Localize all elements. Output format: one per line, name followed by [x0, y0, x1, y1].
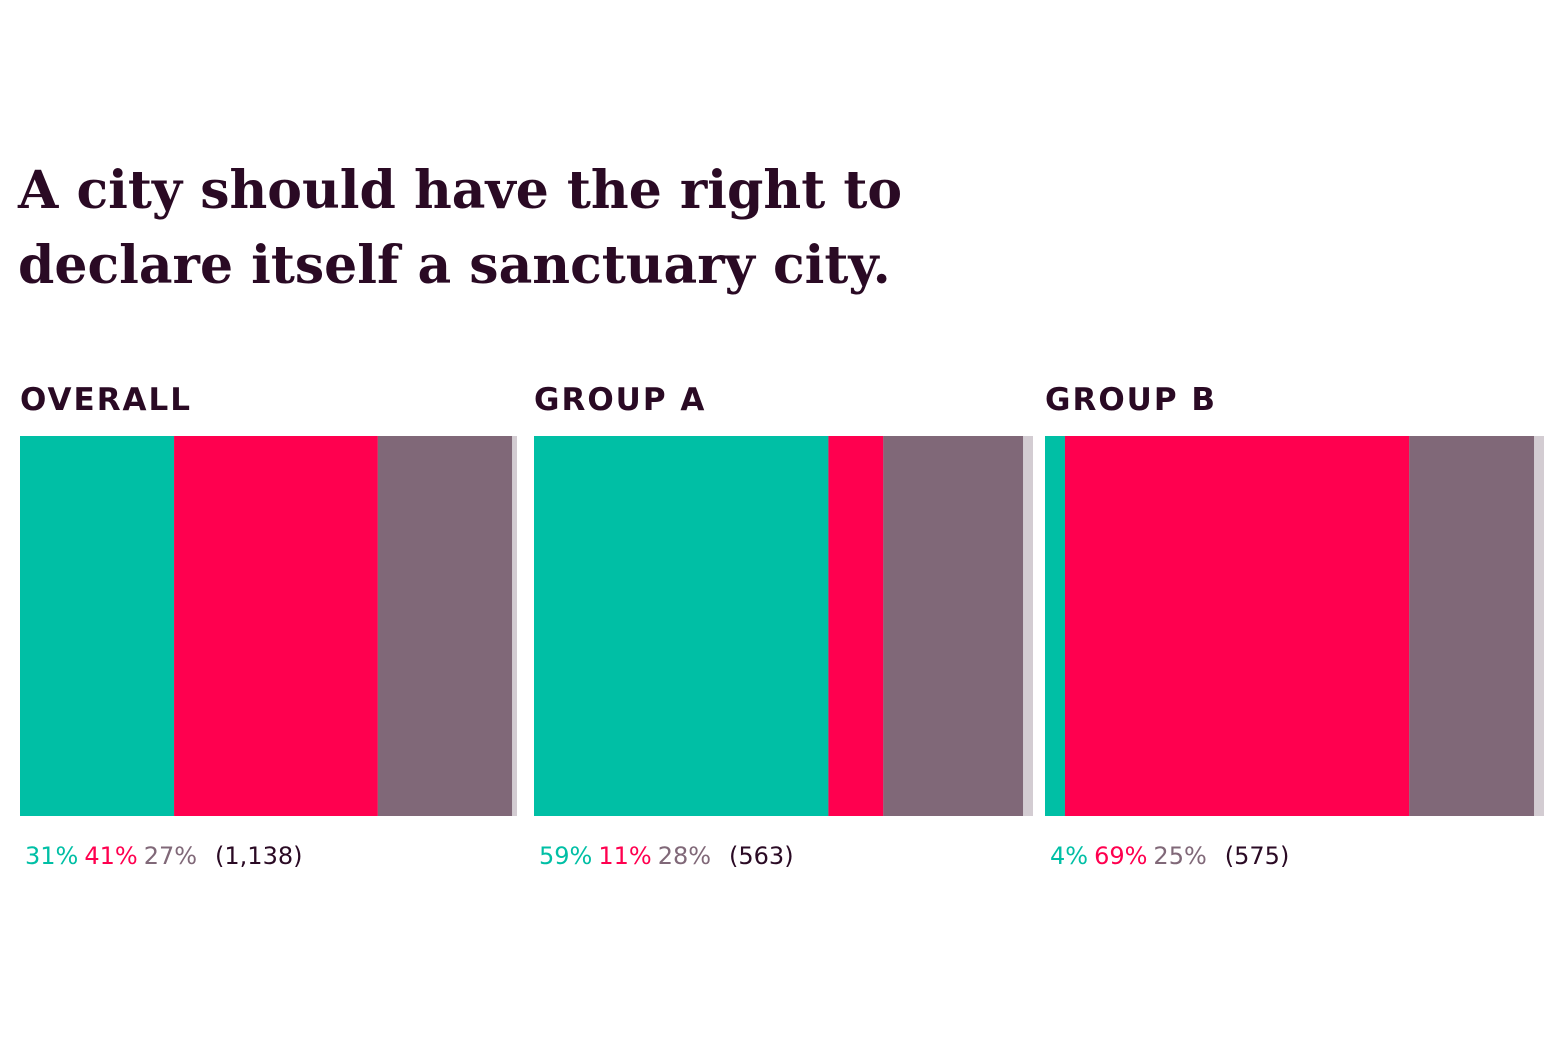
panel-title: GROUP B: [1045, 382, 1217, 418]
bar-segment: [828, 436, 884, 816]
bar-segment: [1045, 436, 1065, 816]
value-label: 27%: [144, 842, 197, 870]
bar-segment: [377, 436, 513, 816]
value-label: 41%: [84, 842, 137, 870]
value-label: 11%: [598, 842, 651, 870]
bar-segment: [534, 436, 829, 816]
sample-size: (575): [1225, 842, 1290, 870]
bar-segment: [1064, 436, 1410, 816]
value-label: 31%: [25, 842, 78, 870]
bar-segment: [1409, 436, 1535, 816]
value-label: 59%: [539, 842, 592, 870]
sample-size: (563): [729, 842, 794, 870]
value-label: 28%: [658, 842, 711, 870]
value-label: 4%: [1050, 842, 1088, 870]
chart-title: A city should have the right to declare i…: [17, 160, 902, 296]
value-label: 69%: [1094, 842, 1147, 870]
bar-segment: [20, 436, 175, 816]
panel-title: GROUP A: [534, 382, 706, 418]
bar-segment: [174, 436, 378, 816]
sample-size: (1,138): [215, 842, 302, 870]
value-label: 25%: [1153, 842, 1206, 870]
panel-title: OVERALL: [20, 382, 192, 418]
bar-segment: [883, 436, 1024, 816]
